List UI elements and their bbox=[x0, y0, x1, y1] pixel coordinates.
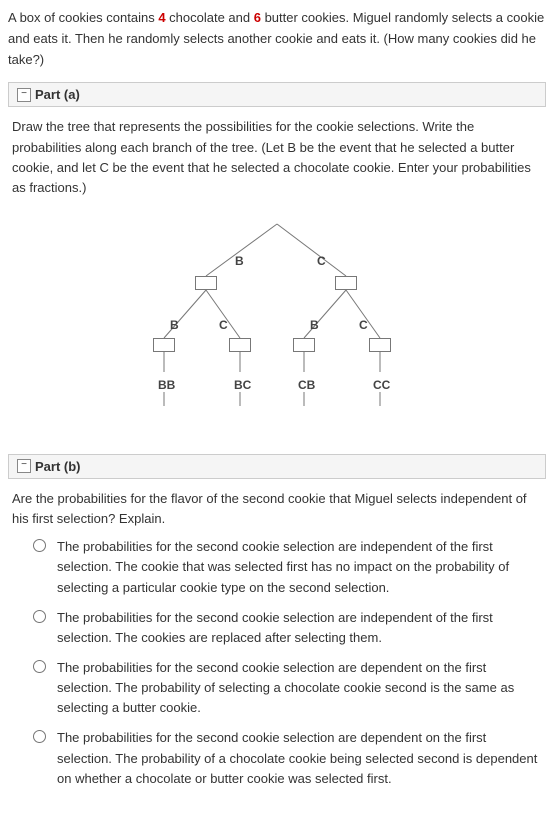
intro-num-1: 4 bbox=[158, 10, 165, 25]
tree-label-l1-1: C bbox=[317, 252, 326, 271]
tree-box-l1-0[interactable] bbox=[195, 276, 217, 290]
option-radio-2[interactable] bbox=[33, 660, 46, 673]
option-text-0: The probabilities for the second cookie … bbox=[57, 537, 542, 597]
option-text-3: The probabilities for the second cookie … bbox=[57, 728, 542, 788]
tree-box-l2-1[interactable] bbox=[229, 338, 251, 352]
part-a-body: Draw the tree that represents the possib… bbox=[12, 117, 542, 436]
option-1: The probabilities for the second cookie … bbox=[28, 608, 542, 648]
tree-label-l2-3: C bbox=[359, 316, 368, 335]
tree-box-l2-3[interactable] bbox=[369, 338, 391, 352]
part-a-header[interactable]: − Part (a) bbox=[8, 82, 546, 107]
tree-label-l2-2: B bbox=[310, 316, 319, 335]
option-radio-1[interactable] bbox=[33, 610, 46, 623]
option-0: The probabilities for the second cookie … bbox=[28, 537, 542, 597]
tree-box-l2-2[interactable] bbox=[293, 338, 315, 352]
part-b-prompt: Are the probabilities for the flavor of … bbox=[12, 489, 542, 529]
problem-intro: A box of cookies contains 4 chocolate an… bbox=[8, 8, 546, 70]
option-radio-3[interactable] bbox=[33, 730, 46, 743]
option-text-1: The probabilities for the second cookie … bbox=[57, 608, 542, 648]
tree-leaf-0: BB bbox=[158, 376, 175, 395]
minus-icon: − bbox=[17, 88, 31, 102]
tree-lines bbox=[107, 216, 447, 436]
tree-leaf-2: CB bbox=[298, 376, 315, 395]
option-3: The probabilities for the second cookie … bbox=[28, 728, 542, 788]
part-a-label: Part (a) bbox=[35, 87, 80, 102]
minus-icon: − bbox=[17, 459, 31, 473]
part-b-body: Are the probabilities for the flavor of … bbox=[12, 489, 542, 789]
intro-prefix: A box of cookies contains bbox=[8, 10, 158, 25]
part-b-label: Part (b) bbox=[35, 459, 81, 474]
tree-leaf-3: CC bbox=[373, 376, 390, 395]
part-b-header[interactable]: − Part (b) bbox=[8, 454, 546, 479]
tree-diagram: BCBBBCBCBCBCCC bbox=[107, 216, 447, 436]
tree-label-l2-0: B bbox=[170, 316, 179, 335]
option-radio-0[interactable] bbox=[33, 539, 46, 552]
tree-box-l1-1[interactable] bbox=[335, 276, 357, 290]
tree-box-l2-0[interactable] bbox=[153, 338, 175, 352]
option-2: The probabilities for the second cookie … bbox=[28, 658, 542, 718]
part-a-text: Draw the tree that represents the possib… bbox=[12, 117, 542, 198]
tree-leaf-1: BC bbox=[234, 376, 251, 395]
intro-mid: chocolate and bbox=[166, 10, 254, 25]
tree-label-l1-0: B bbox=[235, 252, 244, 271]
tree-label-l2-1: C bbox=[219, 316, 228, 335]
intro-num-2: 6 bbox=[254, 10, 261, 25]
option-text-2: The probabilities for the second cookie … bbox=[57, 658, 542, 718]
